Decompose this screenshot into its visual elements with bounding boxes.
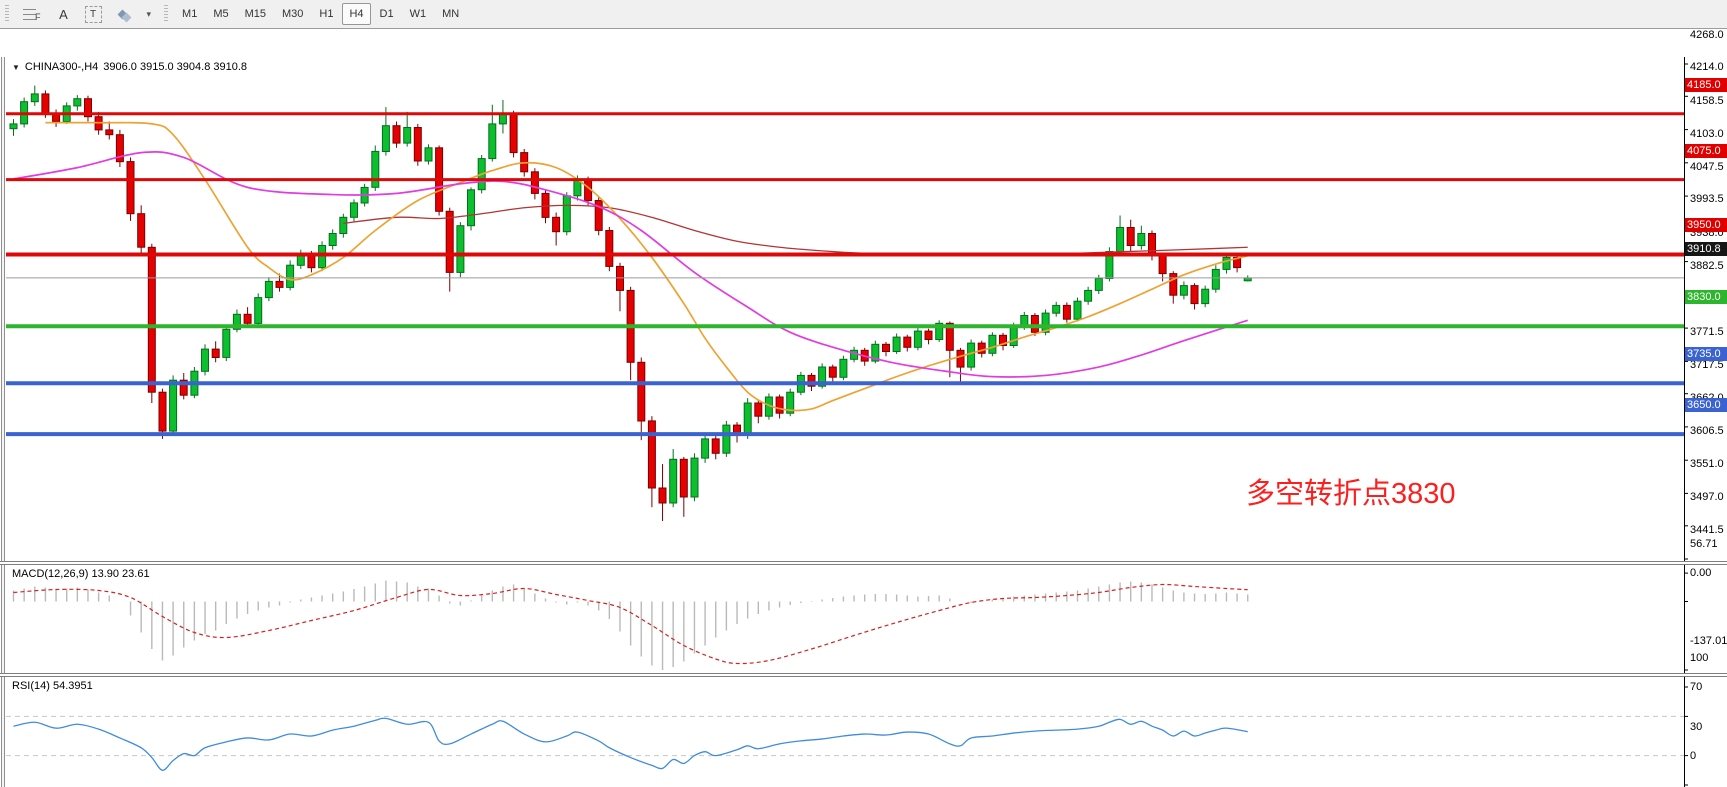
timeframe-button-mn[interactable]: MN (435, 3, 466, 25)
timeframe-button-m15[interactable]: M15 (238, 3, 273, 25)
price-level-badge: 3910.8 (1685, 242, 1727, 256)
timeframe-button-h1[interactable]: H1 (312, 3, 340, 25)
rsi-panel[interactable] (6, 677, 1727, 787)
panel-splitter-rsi[interactable] (0, 673, 1727, 677)
price-tick-label: 3993.5 (1690, 193, 1724, 205)
price-tick-label: 4158.5 (1690, 95, 1724, 107)
window-edge-splitter[interactable] (0, 57, 6, 787)
timeframe-button-m30[interactable]: M30 (275, 3, 310, 25)
macd-tick-label: 0.00 (1690, 567, 1712, 579)
toolbar-grip[interactable] (5, 5, 9, 23)
price-tick-label: 4268.0 (1690, 29, 1724, 41)
price-tick-label: 3717.5 (1690, 359, 1724, 371)
ohlc-readout: 3906.0 3915.0 3904.8 3910.8 (103, 61, 248, 73)
macd-panel[interactable] (6, 565, 1727, 673)
panel-splitter-macd[interactable] (0, 561, 1727, 565)
ma-orange-line (45, 121, 1248, 412)
macd-signal-line (13, 583, 1248, 665)
main-price-chart[interactable] (6, 57, 1727, 561)
price-tick-label: 3441.5 (1690, 524, 1724, 536)
price-level-badge: 4075.0 (1685, 144, 1727, 158)
price-tick-label: 3606.5 (1690, 425, 1724, 437)
text-tool-button[interactable]: A (52, 3, 76, 25)
symbol-dropdown-icon[interactable]: ▼ (12, 62, 20, 72)
price-tick-label: 3882.5 (1690, 260, 1724, 272)
chart-annotation-text: 多空转折点3830 (1246, 478, 1456, 510)
candlesticks (9, 85, 1252, 521)
timeframe-button-w1[interactable]: W1 (403, 3, 434, 25)
price-tick-label: 3771.5 (1690, 326, 1724, 338)
text-label-icon: T (84, 5, 102, 23)
rsi-tick-label: 0 (1690, 750, 1697, 762)
rsi-label: RSI(14) 54.3951 (12, 680, 93, 692)
price-level-badge: 3650.0 (1685, 398, 1727, 412)
drawing-toolbar: F A T ▾ (15, 3, 159, 25)
macd-tick-label: -137.01 (1690, 635, 1727, 647)
price-tick-label: 4047.5 (1690, 161, 1724, 173)
price-tick-label: 4103.0 (1690, 128, 1724, 140)
rsi-tick-label: 70 (1690, 681, 1703, 693)
label-tool-button[interactable]: T (78, 3, 109, 25)
symbol-title: CHINA300-,H4 (24, 61, 99, 73)
chart-window: ▼ CHINA300-,H4 3906.0 3915.0 3904.8 3910… (0, 28, 1727, 787)
symbol-header[interactable]: ▼ CHINA300-,H4 3906.0 3915.0 3904.8 3910… (12, 61, 247, 73)
timeframe-bar: M1 M5 M15 M30 H1 H4 D1 W1 MN (174, 3, 467, 25)
macd-histogram (12, 580, 1249, 670)
macd-label: MACD(12,26,9) 13.90 23.61 (12, 568, 150, 580)
timeframe-button-d1[interactable]: D1 (373, 3, 401, 25)
price-level-badge: 3735.0 (1685, 347, 1727, 361)
price-tick-label: 3497.0 (1690, 491, 1724, 503)
toolbar: F A T ▾ M1 M5 M15 M30 H1 H4 D1 W1 MN (0, 0, 1727, 29)
price-level-badge: 3830.0 (1685, 290, 1727, 304)
arrows-tool-button[interactable] (111, 3, 138, 25)
fibonacci-retracement-icon (23, 8, 36, 20)
price-tick-label: 3551.0 (1690, 458, 1724, 470)
price-level-badge: 3950.0 (1685, 218, 1727, 232)
price-tick-label: 4214.0 (1690, 61, 1724, 73)
toolbar-grip-2[interactable] (164, 5, 169, 23)
timeframe-button-h4[interactable]: H4 (342, 3, 371, 25)
rsi-tick-label: 100 (1690, 652, 1709, 664)
price-level-badge: 4185.0 (1685, 78, 1727, 92)
arrows-dropdown-caret[interactable]: ▾ (140, 3, 159, 25)
macd-tick-label: 56.71 (1690, 538, 1718, 550)
timeframe-button-m1[interactable]: M1 (175, 3, 204, 25)
rsi-line (13, 717, 1248, 771)
rsi-tick-label: 30 (1690, 721, 1703, 733)
timeframe-button-m5[interactable]: M5 (206, 3, 235, 25)
ma-darkred-line (343, 204, 1248, 256)
fibonacci-tool-button[interactable]: F (16, 3, 50, 25)
